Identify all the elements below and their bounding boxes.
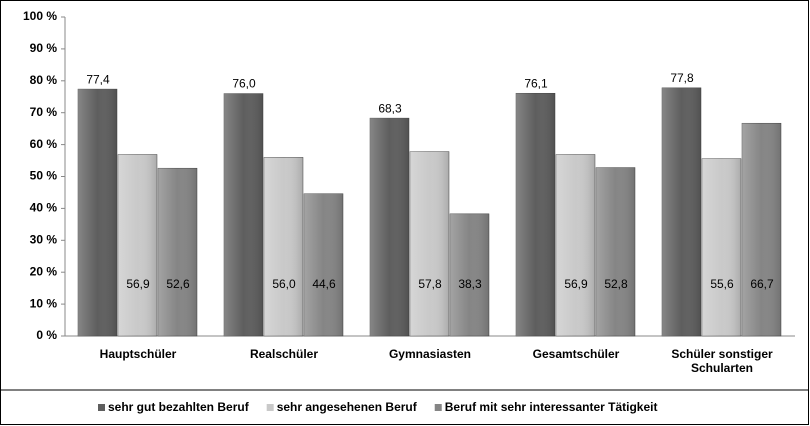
legend-label: sehr gut bezahlten Beruf [108,400,250,414]
bar-shade [78,89,117,337]
y-tick-label: 70 % [30,105,58,119]
y-tick-label: 10 % [30,296,58,310]
y-tick-label: 20 % [30,264,58,278]
legend-swatch [266,404,274,411]
data-label: 76,1 [524,76,548,90]
data-label: 76,0 [232,77,256,91]
y-tick-label: 30 % [30,232,58,246]
legend-label: sehr angesehenen Beruf [277,400,418,414]
bar-shade [224,93,263,336]
data-label: 66,7 [750,277,774,291]
bar-shade [304,193,343,336]
bar-shade [264,157,303,336]
bar-shade [702,158,741,336]
data-label: 44,6 [312,277,336,291]
data-label: 56,9 [126,277,150,291]
x-tick-label: Gesamtschüler [533,347,620,361]
y-tick-label: 60 % [30,137,58,151]
x-tick-label: Hauptschüler [100,347,177,361]
data-label: 77,4 [86,72,110,86]
y-tick-label: 80 % [30,73,58,87]
y-tick-label: 40 % [30,201,58,215]
legend-label: Beruf mit sehr interessanter Tätigkeit [445,400,658,414]
bar-shade [596,167,635,336]
data-label: 52,8 [604,277,628,291]
x-tick-label: Realschüler [250,347,318,361]
bar-shade [158,168,197,336]
legend-swatch [434,404,442,411]
y-tick-label: 50 % [30,169,58,183]
x-tick-label: Gymnasiasten [389,347,471,361]
y-tick-label: 100 % [23,9,57,23]
bar-shade [118,154,157,336]
bar-shade [410,151,449,336]
data-label: 55,6 [710,277,734,291]
data-label: 52,6 [166,277,190,291]
legend-swatch [98,404,105,411]
bar-shade [742,123,781,337]
bar-shade [370,118,409,336]
bar-shade [450,213,489,336]
data-label: 77,8 [670,71,694,85]
data-label: 56,9 [564,277,588,291]
x-tick-label-line: Schularten [691,361,753,375]
x-tick-label-line: Schüler sonstiger [671,347,773,361]
data-label: 56,0 [272,277,296,291]
data-label: 68,3 [378,101,402,115]
bar-shade [516,93,555,336]
data-label: 57,8 [418,277,442,291]
data-label: 38,3 [458,277,482,291]
y-tick-label: 0 % [36,328,57,342]
bar-shade [556,154,595,336]
y-tick-label: 90 % [30,41,58,55]
x-tick-label: Schüler sonstiger Schularten [671,347,773,375]
bar-shade [662,87,701,337]
